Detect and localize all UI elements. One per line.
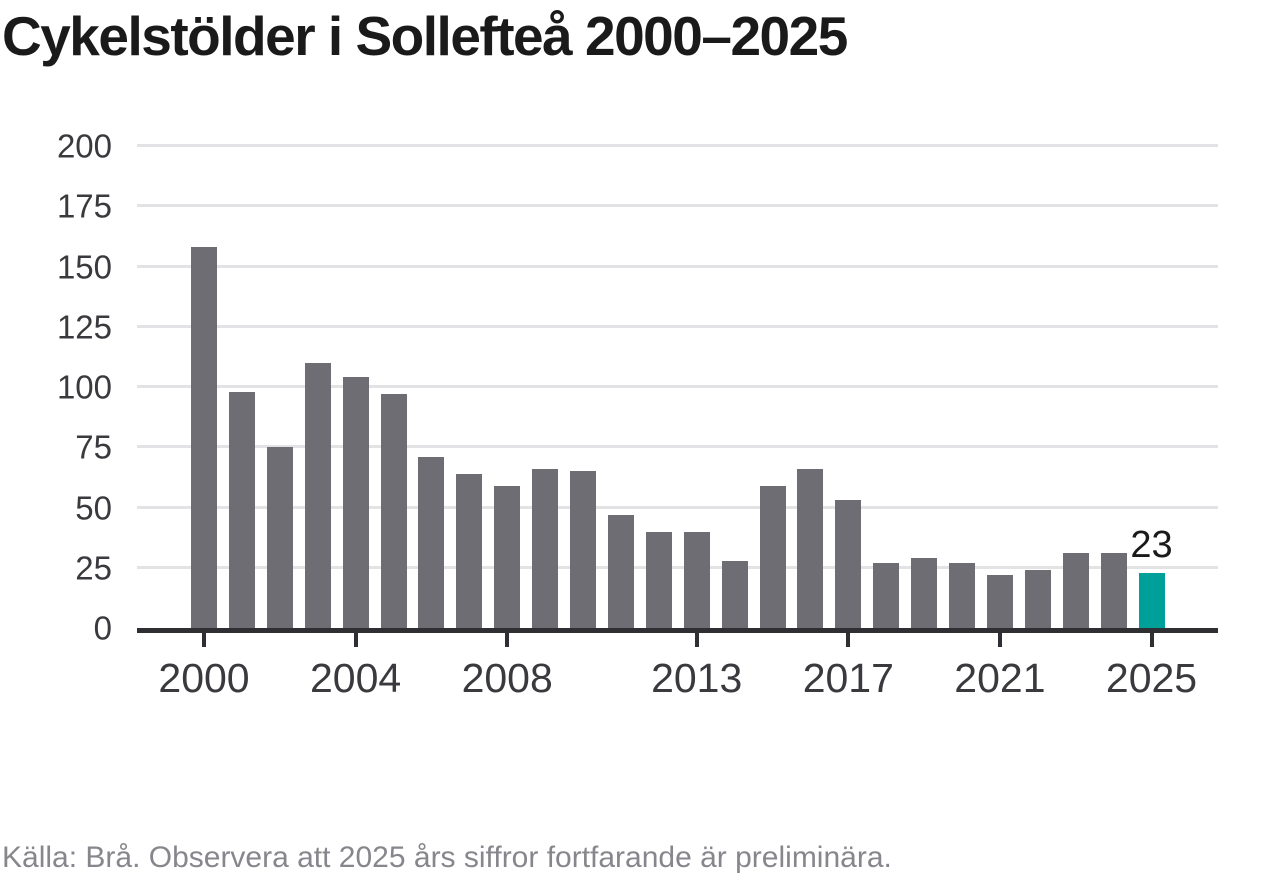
y-tick-label-50: 50 bbox=[75, 489, 112, 526]
bar-2007 bbox=[456, 473, 483, 628]
y-tick-label-25: 25 bbox=[75, 549, 112, 587]
gridline-100 bbox=[137, 385, 1218, 388]
x-tick-label-2004: 2004 bbox=[309, 655, 402, 701]
gridline-200 bbox=[137, 144, 1218, 147]
source-note: Källa: Brå. Observera att 2025 års siffr… bbox=[2, 841, 892, 874]
chart-footer: Källa: Brå. Observera att 2025 års siffr… bbox=[0, 810, 1262, 879]
bar-2004 bbox=[342, 377, 369, 628]
bar-2002 bbox=[266, 447, 293, 628]
x-tick-2008 bbox=[505, 633, 510, 647]
bar-2022 bbox=[1024, 570, 1051, 628]
x-tick-2000 bbox=[202, 633, 206, 647]
bar-2006 bbox=[418, 456, 445, 628]
bar-2021 bbox=[986, 574, 1013, 628]
gridline-75 bbox=[137, 445, 1218, 449]
bar-2019 bbox=[911, 558, 938, 628]
y-axis: 0 25 50 75 100 125 150 175 200 bbox=[0, 130, 112, 645]
x-tick-label-2000: 2000 bbox=[158, 655, 250, 701]
y-tick-label-150: 150 bbox=[56, 248, 112, 285]
gridline-50 bbox=[137, 505, 1218, 509]
bar-2023 bbox=[1062, 553, 1089, 628]
bar-2024 bbox=[1100, 553, 1127, 628]
bar-2020 bbox=[949, 562, 975, 628]
gridline-150 bbox=[137, 264, 1218, 268]
x-tick-label-2013: 2013 bbox=[651, 655, 743, 701]
y-tick-label-200: 200 bbox=[56, 127, 112, 165]
x-tick-2017 bbox=[846, 633, 851, 647]
gridline-125 bbox=[137, 324, 1218, 328]
gridline-175 bbox=[137, 204, 1218, 208]
x-tick-label-2025: 2025 bbox=[1105, 655, 1198, 701]
x-tick-2021 bbox=[997, 633, 1002, 647]
bar-2005 bbox=[380, 394, 407, 628]
x-axis: 2000 2004 2008 2013 2017 2021 2025 bbox=[137, 628, 1218, 708]
x-tick-label-2017: 2017 bbox=[802, 655, 894, 701]
bar-2001 bbox=[228, 391, 255, 628]
bar-2008 bbox=[494, 485, 521, 628]
y-tick-label-75: 75 bbox=[75, 428, 112, 466]
bar-value-label: 23 bbox=[1130, 523, 1173, 566]
bar-2025 bbox=[1138, 572, 1165, 628]
x-tick-label-2021: 2021 bbox=[954, 655, 1046, 701]
bar-2012 bbox=[645, 531, 672, 628]
gridline-25 bbox=[137, 565, 1218, 569]
bar-2000 bbox=[191, 247, 217, 628]
x-tick-2004 bbox=[353, 633, 358, 647]
bar-2010 bbox=[570, 471, 596, 628]
bar-2014 bbox=[721, 560, 748, 628]
bar-2015 bbox=[759, 485, 786, 628]
bar-2018 bbox=[873, 562, 900, 628]
y-tick-label-100: 100 bbox=[56, 368, 112, 406]
bar-2016 bbox=[797, 468, 824, 628]
y-tick-label-175: 175 bbox=[56, 187, 112, 225]
bar-2009 bbox=[532, 468, 559, 628]
chart-title: Cykelstölder i Sollefteå 2000–2025 bbox=[2, 5, 848, 67]
bar-2003 bbox=[304, 362, 331, 628]
y-tick-label-125: 125 bbox=[56, 308, 112, 346]
x-tick-label-2008: 2008 bbox=[461, 655, 553, 701]
plot-area: 23 bbox=[137, 144, 1218, 628]
y-tick-label-0: 0 bbox=[93, 609, 112, 647]
x-axis-line bbox=[137, 628, 1218, 633]
bar-2013 bbox=[683, 531, 710, 628]
bar-2011 bbox=[607, 514, 634, 628]
x-tick-2013 bbox=[694, 633, 699, 647]
bar-2017 bbox=[835, 500, 862, 628]
x-tick-2025 bbox=[1149, 633, 1154, 647]
